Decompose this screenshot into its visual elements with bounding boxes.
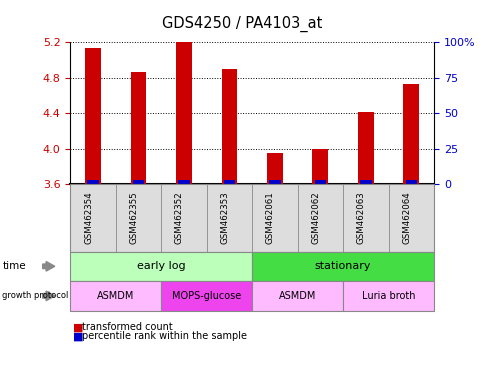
Text: time: time xyxy=(2,261,26,271)
Bar xyxy=(130,71,146,184)
Text: GSM462353: GSM462353 xyxy=(220,192,229,244)
Bar xyxy=(269,180,280,184)
Text: GSM462354: GSM462354 xyxy=(84,192,93,244)
Bar xyxy=(357,111,373,184)
Text: GSM462064: GSM462064 xyxy=(402,192,410,244)
Bar xyxy=(360,180,371,184)
Text: GSM462061: GSM462061 xyxy=(265,192,274,244)
Text: MOPS-glucose: MOPS-glucose xyxy=(172,291,241,301)
Bar xyxy=(223,180,235,184)
Text: GSM462355: GSM462355 xyxy=(129,192,138,244)
Bar xyxy=(178,180,189,184)
Text: GSM462062: GSM462062 xyxy=(311,192,320,244)
Text: growth protocol: growth protocol xyxy=(2,291,69,300)
Text: early log: early log xyxy=(136,261,185,271)
Text: ■: ■ xyxy=(73,331,83,341)
Bar xyxy=(87,180,99,184)
Text: stationary: stationary xyxy=(314,261,371,271)
Bar xyxy=(312,149,328,184)
Bar xyxy=(405,180,416,184)
Bar xyxy=(85,48,101,184)
Bar xyxy=(221,69,237,184)
Bar xyxy=(314,180,325,184)
Text: GSM462063: GSM462063 xyxy=(356,192,365,244)
Bar xyxy=(403,84,419,184)
Text: transformed count: transformed count xyxy=(82,322,173,332)
Bar xyxy=(176,42,192,184)
Text: ASMDM: ASMDM xyxy=(278,291,316,301)
Text: percentile rank within the sample: percentile rank within the sample xyxy=(82,331,247,341)
Text: GSM462352: GSM462352 xyxy=(175,192,183,244)
Text: ASMDM: ASMDM xyxy=(97,291,134,301)
Bar xyxy=(266,153,282,184)
Text: GDS4250 / PA4103_at: GDS4250 / PA4103_at xyxy=(162,15,322,31)
Text: Luria broth: Luria broth xyxy=(361,291,414,301)
Text: ■: ■ xyxy=(73,322,83,332)
Bar xyxy=(133,180,144,184)
